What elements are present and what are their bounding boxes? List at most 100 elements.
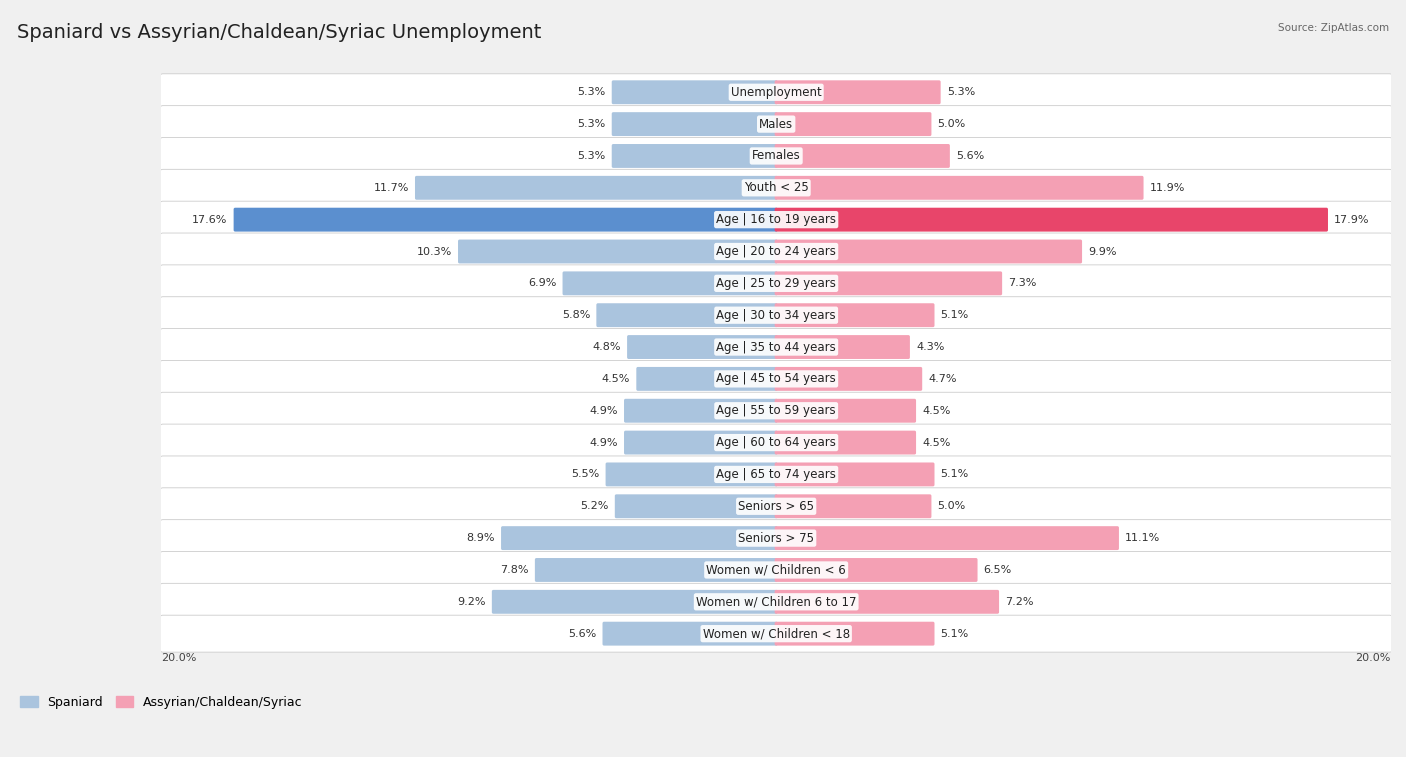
Text: Age | 20 to 24 years: Age | 20 to 24 years [716, 245, 837, 258]
Text: 6.9%: 6.9% [529, 279, 557, 288]
Text: 4.8%: 4.8% [592, 342, 621, 352]
Text: Youth < 25: Youth < 25 [744, 182, 808, 195]
Text: Unemployment: Unemployment [731, 86, 821, 98]
FancyBboxPatch shape [612, 80, 778, 104]
FancyBboxPatch shape [775, 367, 922, 391]
FancyBboxPatch shape [160, 233, 1392, 270]
Text: 4.9%: 4.9% [589, 438, 617, 447]
Text: 4.3%: 4.3% [917, 342, 945, 352]
Text: 7.3%: 7.3% [1008, 279, 1036, 288]
FancyBboxPatch shape [775, 590, 1000, 614]
FancyBboxPatch shape [160, 265, 1392, 302]
FancyBboxPatch shape [160, 488, 1392, 525]
FancyBboxPatch shape [160, 584, 1392, 620]
Text: Age | 65 to 74 years: Age | 65 to 74 years [716, 468, 837, 481]
FancyBboxPatch shape [775, 272, 1002, 295]
FancyBboxPatch shape [603, 621, 778, 646]
Text: 11.9%: 11.9% [1150, 182, 1185, 193]
FancyBboxPatch shape [775, 621, 935, 646]
Text: 10.3%: 10.3% [416, 247, 451, 257]
Text: 7.2%: 7.2% [1005, 597, 1033, 607]
Text: 5.6%: 5.6% [956, 151, 984, 161]
Text: 17.6%: 17.6% [193, 215, 228, 225]
Text: 4.7%: 4.7% [928, 374, 957, 384]
Text: 5.3%: 5.3% [578, 87, 606, 97]
FancyBboxPatch shape [415, 176, 778, 200]
FancyBboxPatch shape [775, 399, 917, 422]
FancyBboxPatch shape [775, 335, 910, 359]
Text: Seniors > 75: Seniors > 75 [738, 531, 814, 544]
FancyBboxPatch shape [160, 329, 1392, 366]
Text: 4.9%: 4.9% [589, 406, 617, 416]
Text: 9.2%: 9.2% [457, 597, 485, 607]
Text: 4.5%: 4.5% [602, 374, 630, 384]
FancyBboxPatch shape [160, 615, 1392, 652]
FancyBboxPatch shape [458, 239, 778, 263]
Text: 4.5%: 4.5% [922, 406, 950, 416]
Text: Spaniard vs Assyrian/Chaldean/Syriac Unemployment: Spaniard vs Assyrian/Chaldean/Syriac Une… [17, 23, 541, 42]
Text: 20.0%: 20.0% [1355, 653, 1391, 662]
Text: 5.1%: 5.1% [941, 469, 969, 479]
Text: Age | 30 to 34 years: Age | 30 to 34 years [717, 309, 837, 322]
FancyBboxPatch shape [612, 144, 778, 168]
FancyBboxPatch shape [160, 456, 1392, 493]
Text: 5.3%: 5.3% [946, 87, 974, 97]
Text: 5.0%: 5.0% [938, 119, 966, 129]
FancyBboxPatch shape [501, 526, 778, 550]
Text: Age | 45 to 54 years: Age | 45 to 54 years [716, 372, 837, 385]
FancyBboxPatch shape [534, 558, 778, 582]
Text: 5.3%: 5.3% [578, 151, 606, 161]
Text: 20.0%: 20.0% [162, 653, 197, 662]
Text: Females: Females [752, 149, 800, 163]
Text: 5.2%: 5.2% [581, 501, 609, 511]
Text: 5.0%: 5.0% [938, 501, 966, 511]
FancyBboxPatch shape [160, 138, 1392, 174]
FancyBboxPatch shape [624, 399, 778, 422]
Text: Age | 16 to 19 years: Age | 16 to 19 years [716, 213, 837, 226]
FancyBboxPatch shape [624, 431, 778, 454]
FancyBboxPatch shape [160, 424, 1392, 461]
FancyBboxPatch shape [562, 272, 778, 295]
Text: 17.9%: 17.9% [1334, 215, 1369, 225]
FancyBboxPatch shape [775, 494, 931, 519]
FancyBboxPatch shape [160, 360, 1392, 397]
Text: 8.9%: 8.9% [467, 533, 495, 543]
FancyBboxPatch shape [775, 558, 977, 582]
Text: 4.5%: 4.5% [922, 438, 950, 447]
Text: 11.1%: 11.1% [1125, 533, 1160, 543]
FancyBboxPatch shape [160, 106, 1392, 142]
Text: Age | 35 to 44 years: Age | 35 to 44 years [716, 341, 837, 354]
FancyBboxPatch shape [775, 526, 1119, 550]
FancyBboxPatch shape [775, 112, 931, 136]
FancyBboxPatch shape [160, 73, 1392, 111]
Text: 5.1%: 5.1% [941, 310, 969, 320]
FancyBboxPatch shape [775, 239, 1083, 263]
Text: Males: Males [759, 117, 793, 131]
Text: 9.9%: 9.9% [1088, 247, 1116, 257]
Text: Age | 60 to 64 years: Age | 60 to 64 years [716, 436, 837, 449]
FancyBboxPatch shape [160, 201, 1392, 238]
FancyBboxPatch shape [775, 144, 950, 168]
Text: 5.3%: 5.3% [578, 119, 606, 129]
FancyBboxPatch shape [160, 519, 1392, 556]
FancyBboxPatch shape [160, 297, 1392, 334]
FancyBboxPatch shape [233, 207, 778, 232]
FancyBboxPatch shape [775, 80, 941, 104]
Text: 6.5%: 6.5% [984, 565, 1012, 575]
Text: Women w/ Children < 18: Women w/ Children < 18 [703, 627, 849, 640]
FancyBboxPatch shape [160, 170, 1392, 206]
Text: Seniors > 65: Seniors > 65 [738, 500, 814, 512]
FancyBboxPatch shape [775, 304, 935, 327]
FancyBboxPatch shape [612, 112, 778, 136]
FancyBboxPatch shape [637, 367, 778, 391]
Text: Women w/ Children 6 to 17: Women w/ Children 6 to 17 [696, 595, 856, 609]
FancyBboxPatch shape [160, 392, 1392, 429]
FancyBboxPatch shape [614, 494, 778, 519]
FancyBboxPatch shape [775, 463, 935, 486]
FancyBboxPatch shape [596, 304, 778, 327]
Text: 7.8%: 7.8% [501, 565, 529, 575]
Text: 5.8%: 5.8% [562, 310, 591, 320]
FancyBboxPatch shape [627, 335, 778, 359]
Text: 5.6%: 5.6% [568, 628, 596, 639]
Text: 5.5%: 5.5% [571, 469, 599, 479]
